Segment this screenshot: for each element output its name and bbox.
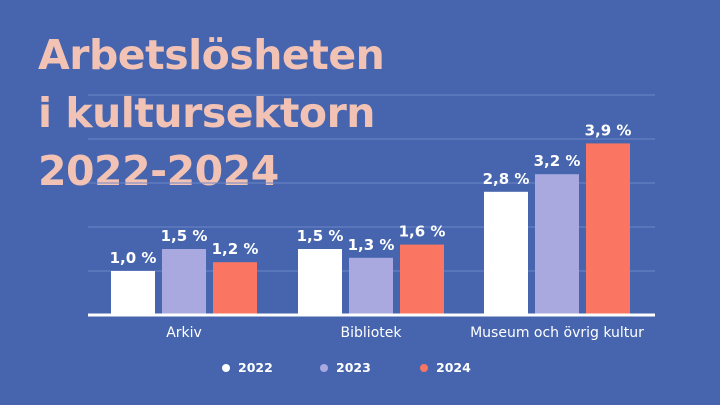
data-label-2022-1: 1,5 % [297, 227, 344, 245]
legend-dot-2022 [222, 363, 230, 372]
category-label-2: Museum och övrig kultur [470, 325, 644, 341]
bar-2022-2 [484, 191, 528, 315]
data-label-2024-2: 3,9 % [585, 121, 632, 139]
data-label-2023-1: 1,3 % [348, 236, 395, 254]
legend-label-2024: 2024 [436, 360, 471, 375]
legend-item-2024: 2024 [420, 360, 471, 375]
bar-2024-1 [400, 244, 444, 315]
legend-item-2022: 2022 [222, 360, 273, 375]
legend-label-2022: 2022 [238, 360, 273, 375]
legend: 2022 2023 2024 [0, 360, 720, 380]
data-label-2024-1: 1,6 % [399, 223, 446, 241]
bar-2022-0 [111, 271, 155, 315]
data-label-2023-0: 1,5 % [161, 227, 208, 245]
bar-2023-2 [535, 174, 579, 315]
legend-dot-2023 [320, 363, 328, 372]
bar-2024-0 [213, 262, 257, 315]
bar-2022-1 [298, 249, 342, 315]
data-label-2022-2: 2,8 % [483, 170, 530, 188]
data-label-2022-0: 1,0 % [110, 249, 157, 267]
legend-dot-2024 [420, 363, 428, 372]
data-label-2024-0: 1,2 % [212, 240, 259, 258]
category-label-0: Arkiv [166, 325, 202, 341]
bar-2023-0 [162, 249, 206, 315]
chart-title: Arbetslösheten i kultursektorn 2022-2024 [38, 26, 385, 200]
legend-label-2023: 2023 [336, 360, 371, 375]
title-line-1: Arbetslösheten [38, 31, 385, 79]
title-line-2: i kultursektorn [38, 89, 376, 137]
title-line-3: 2022-2024 [38, 147, 279, 195]
bar-2024-2 [586, 143, 630, 315]
data-label-2023-2: 3,2 % [534, 152, 581, 170]
bar-2023-1 [349, 257, 393, 315]
legend-item-2023: 2023 [320, 360, 371, 375]
category-label-1: Bibliotek [341, 325, 403, 341]
